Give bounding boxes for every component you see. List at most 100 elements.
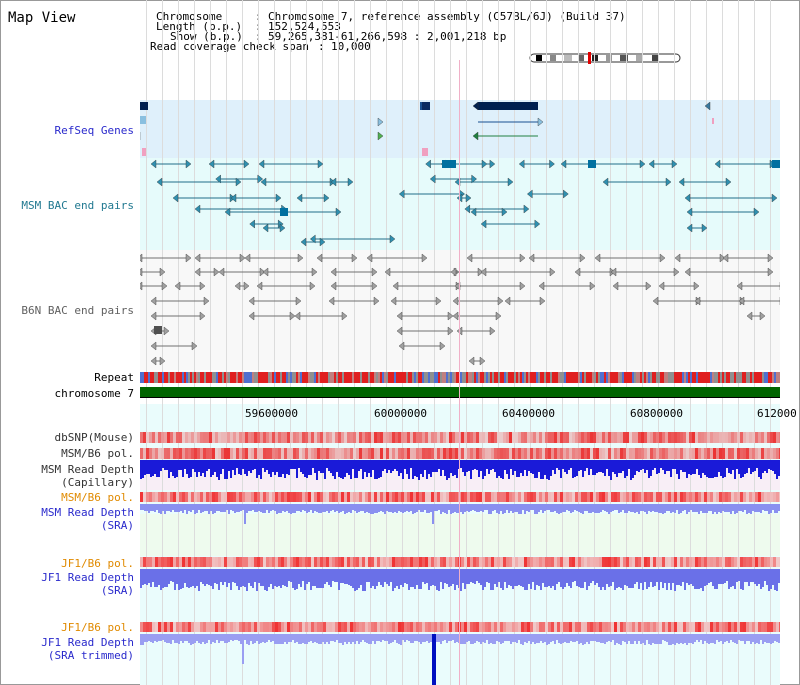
heat-cell xyxy=(674,622,677,632)
depth-bar xyxy=(212,504,214,514)
track-label-jf1-b6-pol-1[interactable]: JF1/B6 pol. xyxy=(61,557,134,570)
repeat-segment xyxy=(336,372,338,383)
heat-cell xyxy=(143,432,146,443)
header-show-value: 59,265,381-61,266,598 : 2,001,218 bp xyxy=(268,30,507,43)
heat-cell xyxy=(293,448,296,459)
msm-b6-pol-heatmap-2[interactable] xyxy=(140,492,780,502)
track-label-jf1-depth-sra-1[interactable]: JF1 Read Depth xyxy=(41,571,134,584)
heat-cell xyxy=(533,448,536,459)
depth-bar xyxy=(474,460,476,470)
feature-arrow xyxy=(767,267,774,277)
repeat-segment xyxy=(542,372,544,383)
heat-cell xyxy=(371,448,374,459)
depth-bar xyxy=(640,634,642,644)
track-label-msm-b6-pol-2[interactable]: MSM/B6 pol. xyxy=(61,491,134,504)
depth-bar xyxy=(390,569,392,583)
chromosome-ideogram[interactable] xyxy=(528,52,684,64)
depth-bar xyxy=(164,569,166,587)
msm-depth-capillary[interactable] xyxy=(140,460,780,484)
heat-cell xyxy=(422,448,425,459)
depth-bar xyxy=(336,460,338,472)
depth-bar xyxy=(310,460,312,475)
depth-bar xyxy=(224,634,226,644)
depth-bar xyxy=(220,504,222,512)
depth-bar xyxy=(534,634,536,645)
heat-cell xyxy=(182,448,185,459)
msm-b6-pol-heatmap-1[interactable] xyxy=(140,448,780,459)
jf1-b6-pol-heatmap-1[interactable] xyxy=(140,557,780,567)
feature-tracks[interactable] xyxy=(140,98,780,370)
track-label-msm-depth-sra-1[interactable]: MSM Read Depth xyxy=(41,506,134,519)
heat-cell xyxy=(521,557,524,567)
jf1-depth-sra-trimmed[interactable] xyxy=(140,634,780,685)
depth-bar xyxy=(714,504,716,513)
jf1-depth-sra[interactable] xyxy=(140,569,780,593)
depth-bar xyxy=(716,460,718,478)
repeat-segment xyxy=(366,372,368,383)
heat-cell xyxy=(293,432,296,443)
heat-cell xyxy=(218,492,221,502)
msm-depth-sra[interactable] xyxy=(140,504,780,528)
heat-cell xyxy=(161,557,164,567)
repeat-segment xyxy=(622,372,624,383)
repeat-segment xyxy=(744,372,746,383)
repeat-segment xyxy=(578,372,580,383)
track-label-jf1-depth-trim-1[interactable]: JF1 Read Depth xyxy=(41,636,134,649)
track-label-dbsnp[interactable]: dbSNP(Mouse) xyxy=(54,431,134,444)
feature-arrow xyxy=(371,281,378,291)
repeat-segment xyxy=(144,372,146,383)
heat-cell xyxy=(587,432,590,443)
depth-bar xyxy=(316,569,318,589)
repeat-segment xyxy=(588,372,590,383)
repeat-segment xyxy=(200,372,202,383)
depth-bar xyxy=(766,460,768,474)
heat-cell xyxy=(662,622,665,632)
track-label-msm-bac[interactable]: MSM BAC end pairs xyxy=(21,199,134,212)
repeat-segment xyxy=(352,372,354,383)
repeat-segment xyxy=(486,372,488,383)
depth-bar xyxy=(224,569,226,583)
heat-cell xyxy=(719,557,722,567)
feature-arrow xyxy=(319,237,326,247)
heat-cell xyxy=(701,557,704,567)
heat-cell xyxy=(572,448,575,459)
track-label-msm-b6-pol-1[interactable]: MSM/B6 pol. xyxy=(61,447,134,460)
track-label-b6n-bac[interactable]: B6N BAC end pairs xyxy=(21,304,134,317)
heat-cell xyxy=(560,622,563,632)
chromosome-bar[interactable] xyxy=(140,387,780,397)
depth-bar xyxy=(776,460,778,480)
track-label-chromosome[interactable]: chromosome 7 xyxy=(54,387,134,400)
heat-cell xyxy=(221,432,224,443)
jf1-b6-pol-heatmap-2[interactable] xyxy=(140,622,780,632)
heat-cell xyxy=(644,432,647,443)
depth-bar xyxy=(636,569,638,582)
heat-cell xyxy=(449,557,452,567)
track-label-msm-depth-cap-1[interactable]: MSM Read Depth xyxy=(41,463,134,476)
heat-cell xyxy=(530,492,533,502)
heat-cell xyxy=(569,492,572,502)
heat-cell xyxy=(737,448,740,459)
depth-bar xyxy=(648,634,650,645)
repeat-track[interactable] xyxy=(140,372,780,383)
feature-arrow xyxy=(377,131,384,141)
track-label-repeat[interactable]: Repeat xyxy=(94,371,134,384)
depth-bar xyxy=(504,634,506,642)
depth-bar xyxy=(192,569,194,586)
repeat-segment xyxy=(720,372,722,383)
depth-bar xyxy=(552,569,554,587)
heat-cell xyxy=(758,622,761,632)
heat-cell xyxy=(230,492,233,502)
heat-cell xyxy=(719,448,722,459)
msm-sra-band xyxy=(140,514,780,556)
depth-bar xyxy=(706,460,708,478)
track-label-refseq[interactable]: RefSeq Genes xyxy=(54,124,134,137)
depth-bar xyxy=(454,504,456,513)
depth-bar xyxy=(374,504,376,513)
heat-cell xyxy=(539,492,542,502)
depth-bar xyxy=(606,504,608,513)
depth-bar xyxy=(214,569,216,583)
track-label-jf1-b6-pol-2[interactable]: JF1/B6 pol. xyxy=(61,621,134,634)
depth-bar xyxy=(618,569,620,588)
dbsnp-heatmap[interactable] xyxy=(140,432,780,443)
heat-cell xyxy=(326,622,329,632)
